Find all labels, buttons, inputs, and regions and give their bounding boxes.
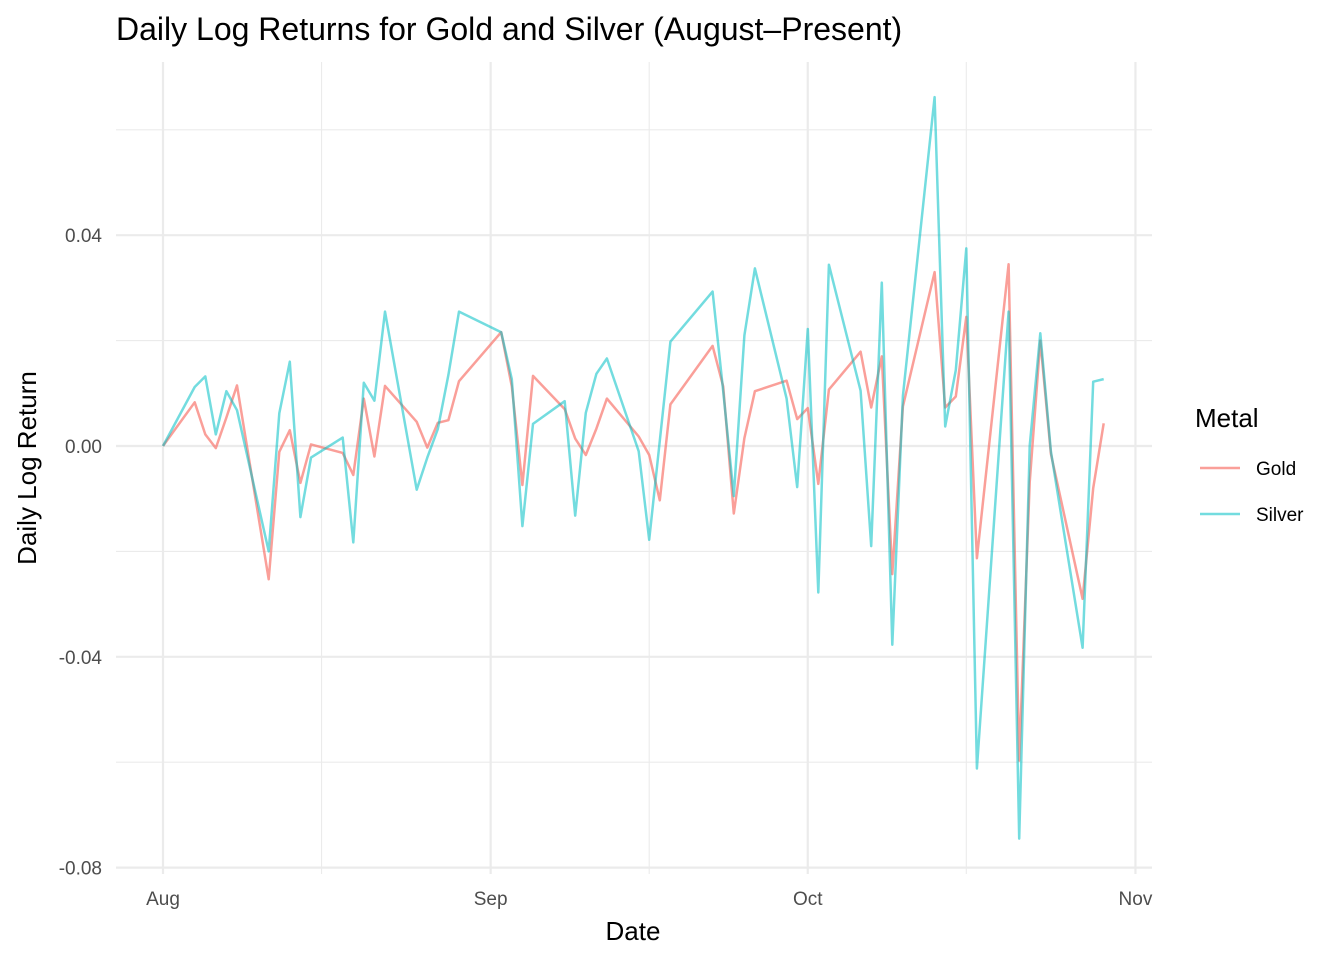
- legend-label-gold: Gold: [1256, 459, 1296, 480]
- chart-title: Daily Log Returns for Gold and Silver (A…: [116, 11, 902, 47]
- legend-label-silver: Silver: [1256, 505, 1304, 526]
- series-lines: [161, 95, 1105, 840]
- x-tick-label: Sep: [474, 889, 508, 910]
- x-tick-label: Aug: [146, 889, 180, 910]
- y-tick-label: 0.00: [65, 437, 102, 458]
- y-tick-label: 0.04: [65, 226, 102, 247]
- series-line-silver: [161, 95, 1105, 840]
- y-tick-label: -0.04: [59, 648, 103, 669]
- series-line-gold: [161, 262, 1105, 762]
- axis-ticks: Aug Sep Oct Nov -0.08 -0.04 0.00 0.04: [59, 226, 1153, 910]
- y-tick-label: -0.08: [59, 859, 102, 880]
- x-tick-label: Oct: [793, 889, 823, 910]
- grid: [116, 62, 1152, 874]
- legend: Metal Gold Silver: [1195, 403, 1304, 526]
- legend-title: Metal: [1195, 403, 1259, 433]
- y-axis-title: Daily Log Return: [12, 371, 42, 565]
- x-tick-label: Nov: [1119, 889, 1153, 910]
- x-axis-title: Date: [606, 916, 661, 946]
